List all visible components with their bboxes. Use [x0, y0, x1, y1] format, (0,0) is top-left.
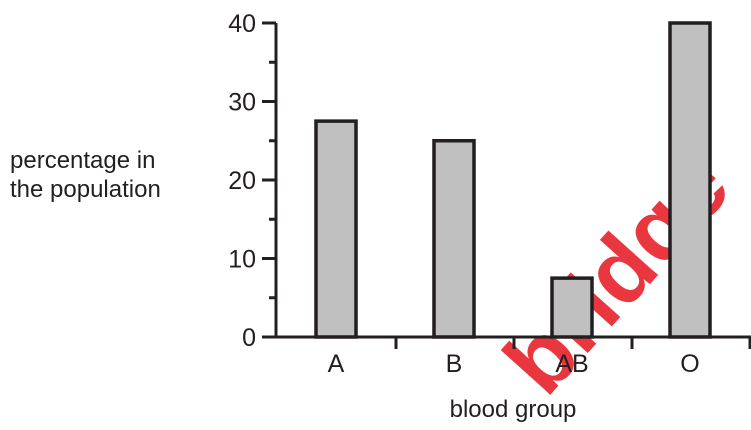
y-axis-title-line-1: percentage in: [10, 147, 155, 174]
y-tick-label: 20: [228, 167, 256, 195]
x-tick-label-ab: AB: [555, 350, 588, 378]
bar-b: [432, 139, 476, 339]
x-tick-label-a: A: [328, 350, 345, 378]
x-tick-label-o: O: [680, 350, 699, 378]
bar-o: [668, 21, 712, 339]
bar-a: [314, 119, 358, 339]
y-tick-label: 40: [228, 10, 256, 38]
bar-ab: [550, 276, 594, 339]
y-axis-title-line-2: the population: [10, 176, 161, 203]
axes-group: [262, 21, 751, 349]
x-axis-title: blood group: [450, 396, 577, 423]
bars-group: [314, 21, 712, 339]
y-tick-label: 30: [228, 89, 256, 117]
x-tick-label-b: B: [446, 350, 463, 378]
y-tick-label: 10: [228, 246, 256, 274]
y-tick-label: 0: [242, 324, 256, 352]
